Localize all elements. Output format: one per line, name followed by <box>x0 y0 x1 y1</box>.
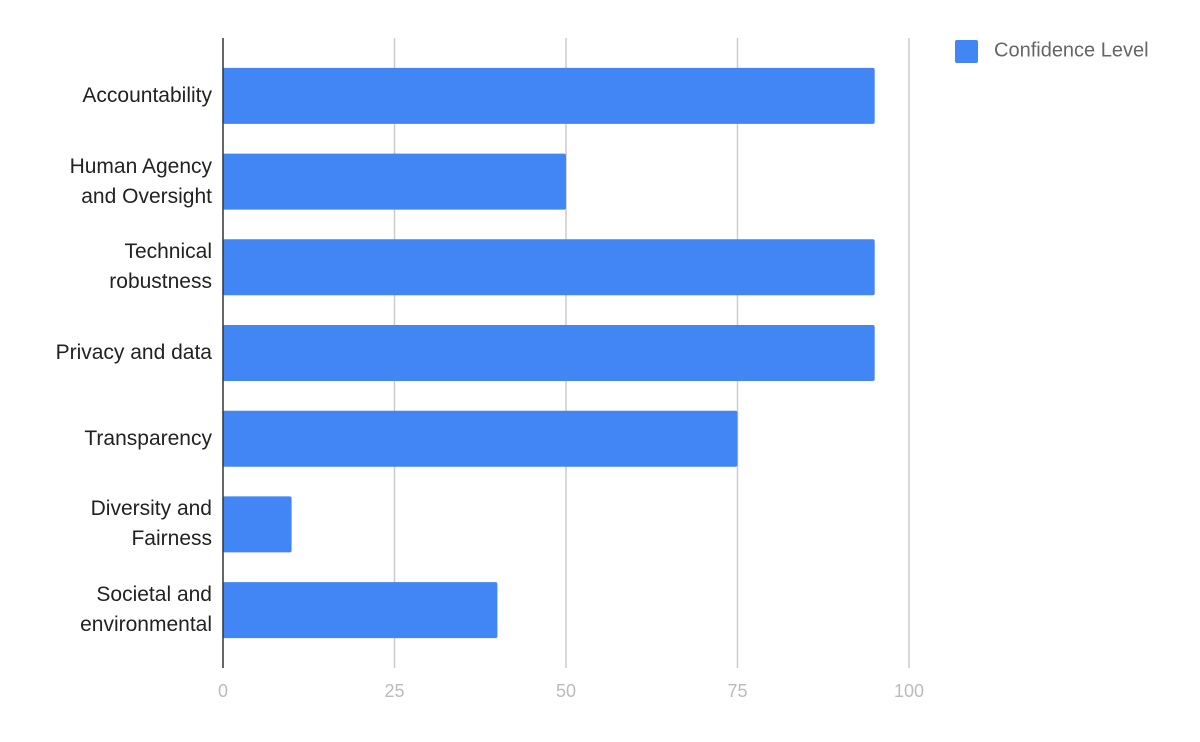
x-tick-label: 100 <box>894 681 924 701</box>
y-tick-label: Accountability <box>82 83 212 107</box>
bar <box>223 239 875 296</box>
x-tick-label: 50 <box>556 681 576 701</box>
x-tick-label: 25 <box>384 681 404 701</box>
x-tick-label: 0 <box>218 681 228 701</box>
bar <box>223 67 875 124</box>
y-tick-label: Diversity and Fairness <box>90 497 212 551</box>
y-tick-label: Transparency <box>84 426 212 450</box>
y-tick-label: Privacy and data <box>55 341 212 364</box>
bar <box>223 325 875 381</box>
x-tick-label: 75 <box>727 681 747 701</box>
bar <box>223 582 498 639</box>
y-tick-label: Human Agency and Oversight <box>69 154 212 208</box>
bar <box>223 496 292 553</box>
bar <box>223 153 566 210</box>
legend-label: Confidence Level <box>994 39 1149 61</box>
y-tick-label: Technical robustness <box>109 240 212 294</box>
bar <box>223 410 738 467</box>
legend-swatch <box>955 40 978 63</box>
y-tick-label: Societal and environmental <box>80 583 212 637</box>
